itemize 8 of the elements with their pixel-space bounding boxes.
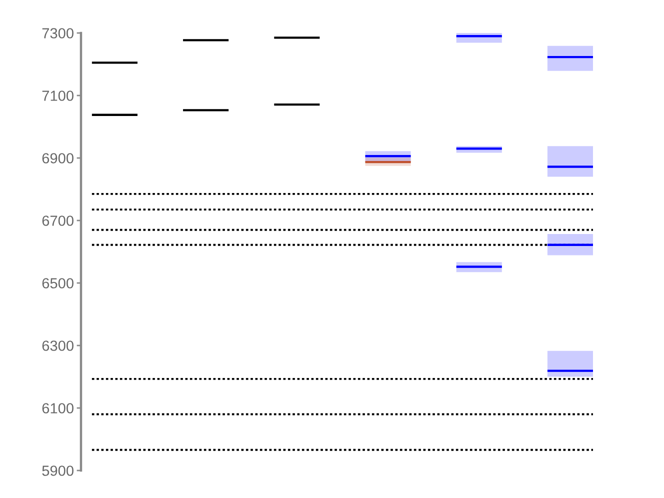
y-tick-label: 6100 <box>42 403 74 414</box>
y-tick-label: 7100 <box>42 90 74 101</box>
y-tick-label: 6500 <box>42 278 74 288</box>
y-tick-label: 6700 <box>42 216 74 226</box>
y-tick-label: 6900 <box>42 153 74 164</box>
y-tick-label: 7300 <box>42 28 74 38</box>
y-tick-label: 5900 <box>42 466 74 476</box>
y-tick-label: 6300 <box>42 340 74 351</box>
